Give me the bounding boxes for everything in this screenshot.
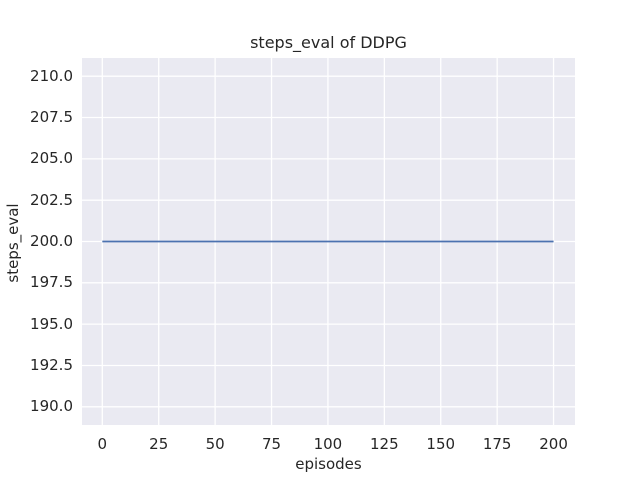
x-tick-label: 200 xyxy=(539,435,568,453)
y-tick-label: 210.0 xyxy=(30,66,73,85)
x-axis-label: episodes xyxy=(295,455,362,473)
plot-svg xyxy=(82,58,575,425)
x-tick-label: 150 xyxy=(426,435,456,453)
y-tick-label: 192.5 xyxy=(30,355,73,374)
chart-title: steps_eval of DDPG xyxy=(250,33,407,52)
plot-area xyxy=(82,58,575,425)
y-tick-label: 202.5 xyxy=(30,190,73,209)
x-tick-label: 100 xyxy=(313,435,343,453)
x-tick-label: 0 xyxy=(97,435,108,453)
x-tick-label: 175 xyxy=(482,435,512,453)
y-tick-label: 195.0 xyxy=(30,314,73,333)
x-tick-label: 25 xyxy=(149,435,169,453)
y-tick-label: 200.0 xyxy=(30,232,73,250)
x-tick-label: 75 xyxy=(261,435,282,453)
y-tick-label: 197.5 xyxy=(30,273,73,292)
x-tick-label: 50 xyxy=(205,435,225,453)
y-tick-label: 205.0 xyxy=(30,149,73,168)
y-tick-label: 207.5 xyxy=(30,108,73,126)
y-tick-label: 190.0 xyxy=(30,397,73,416)
x-tick-label: 125 xyxy=(370,435,399,453)
